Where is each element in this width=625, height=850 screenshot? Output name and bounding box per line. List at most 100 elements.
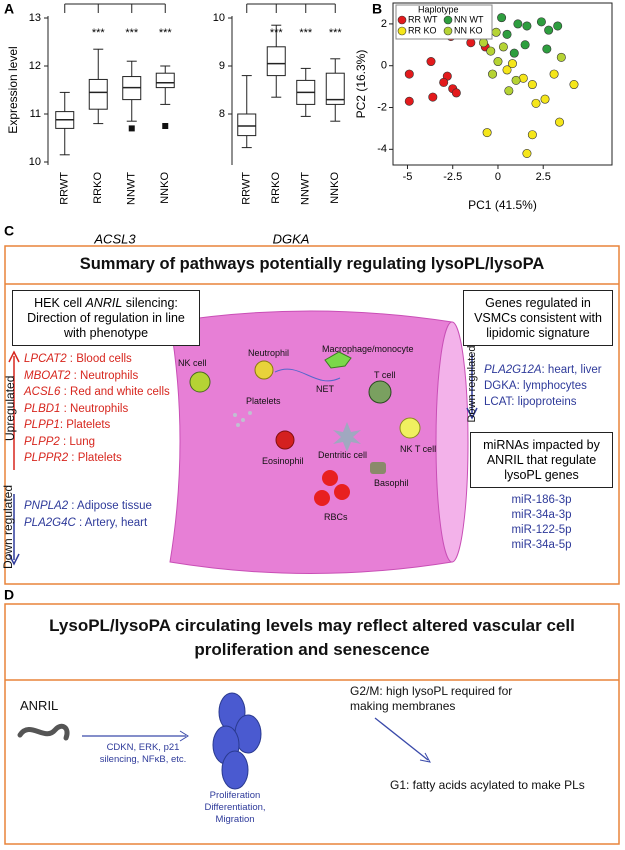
left-box: HEK cell ANRIL silencing: Direction of r…: [12, 290, 200, 346]
gene-item: DGKA: lymphocytes: [484, 380, 587, 392]
outlier: [128, 125, 135, 132]
legend-label: RR KO: [408, 25, 437, 35]
mirna: miR-34a-3p: [511, 509, 572, 521]
chart-title: ACSL3: [93, 231, 136, 246]
mirna-box: miRNAs impacted by ANRIL that regulate l…: [470, 432, 613, 488]
neutrophil: [254, 360, 274, 380]
box: [88, 78, 108, 110]
gene: LPCAT2: [24, 353, 67, 365]
g2m-text: G2/M: high lysoPL required for making me…: [350, 684, 513, 713]
x-tick-label: 0: [495, 171, 501, 183]
g1-text: G1: fatty acids acylated to make PLs: [390, 778, 585, 792]
cell-label: T cell: [374, 370, 396, 380]
nk-cell: [189, 371, 211, 393]
cell-label: RBCs: [324, 512, 348, 522]
legend-label: NN KO: [454, 25, 483, 35]
x-tick-label: RRWT: [59, 172, 71, 205]
vessel-end: [435, 321, 469, 563]
cell-outcome: Proliferation Differentiation, Migration: [204, 790, 266, 825]
point: [498, 42, 508, 52]
cells: [212, 692, 262, 790]
y-tick-label: -2: [377, 101, 387, 113]
rbc: [334, 484, 350, 500]
y-tick-label: 8: [219, 108, 225, 120]
mirna: miR-122-5p: [511, 524, 572, 536]
gene-target: : Blood cells: [66, 353, 132, 365]
panel-c-title: Summary of pathways potentially regulati…: [79, 255, 545, 273]
point: [556, 52, 566, 62]
cell-label: Dentritic cell: [318, 450, 368, 460]
gene: MBOAT2: [24, 369, 71, 382]
box: [237, 113, 257, 137]
y-tick-label: 11: [30, 108, 41, 120]
right-down-label: Down regulated: [466, 345, 478, 423]
legend-swatch: [443, 26, 453, 36]
y-tick-label: 12: [29, 60, 41, 72]
x-tick-label: NNWT: [126, 172, 138, 205]
macrophage: [324, 351, 352, 369]
gene-item: LCAT: lipoproteins: [484, 396, 576, 408]
point: [493, 57, 503, 67]
y-tick-label: 13: [29, 12, 41, 24]
gene: PLA2G4C: [24, 517, 76, 529]
y-tick-label: 10: [29, 156, 41, 168]
gene-item: PLPP1: Platelets: [24, 419, 110, 431]
point: [504, 86, 514, 96]
gene-item: LPCAT2 : Blood cells: [24, 353, 132, 365]
legend-swatch: [397, 26, 407, 36]
gene-target: : Artery, heart: [75, 517, 148, 529]
y-tick-label: -4: [377, 143, 387, 155]
significance: ***: [92, 27, 106, 39]
x-tick-label: NNKO: [329, 172, 341, 204]
point: [522, 21, 532, 31]
left-box-text: ANRIL: [85, 295, 123, 310]
point: [544, 25, 554, 35]
point: [507, 59, 517, 69]
point: [511, 75, 521, 85]
cell-label: Platelets: [246, 396, 281, 406]
arrow-head: [419, 752, 431, 763]
box: [155, 72, 175, 89]
mirna: miR-34a-5p: [511, 539, 572, 551]
gene-target: : Adipose tissue: [68, 500, 152, 512]
right-box: Genes regulated in VSMCs consistent with…: [463, 290, 613, 346]
y-axis-label: PC2 (16.3%): [354, 50, 368, 119]
eosinophil: [275, 430, 295, 450]
y-tick-label: 0: [381, 60, 387, 72]
cell-label: NET: [316, 384, 334, 394]
cell-label: NK T cell: [400, 444, 437, 454]
rbc: [322, 470, 338, 486]
panel-label: A: [4, 1, 14, 17]
gene-item: MBOAT2 : Neutrophils: [24, 370, 138, 382]
y-tick-label: 2: [381, 18, 387, 30]
net: [274, 368, 341, 382]
outlier: [162, 123, 169, 129]
point: [553, 21, 563, 31]
gene-target: : Lung: [59, 435, 95, 448]
dendritic-cell: [333, 422, 361, 452]
significance: ***: [270, 27, 284, 39]
gene-target: : Neutrophils: [60, 402, 129, 415]
y-tick-label: 10: [213, 12, 225, 24]
arrow: [374, 717, 429, 761]
point: [527, 130, 537, 140]
cell-label: NK cell: [178, 358, 207, 368]
x-tick-label: RRKO: [270, 172, 282, 204]
point: [451, 88, 461, 98]
point: [513, 19, 523, 29]
chart-title: DGKA: [273, 231, 310, 246]
legend-title: Haplotype: [418, 4, 459, 14]
up-label: Upregulated: [3, 375, 17, 441]
x-tick-label: -5: [403, 171, 413, 183]
point: [466, 38, 476, 48]
gene-target: LCAT: lipoproteins: [484, 396, 577, 408]
cell-label: Eosinophil: [262, 456, 304, 466]
point: [502, 65, 512, 75]
point: [540, 94, 550, 104]
gene: PLPPR2: [24, 452, 69, 464]
significance: ***: [125, 27, 139, 39]
mirna-box-text: miRNAs impacted by ANRIL that regulate l…: [483, 437, 600, 482]
platelets: [233, 411, 252, 427]
point: [428, 92, 438, 102]
